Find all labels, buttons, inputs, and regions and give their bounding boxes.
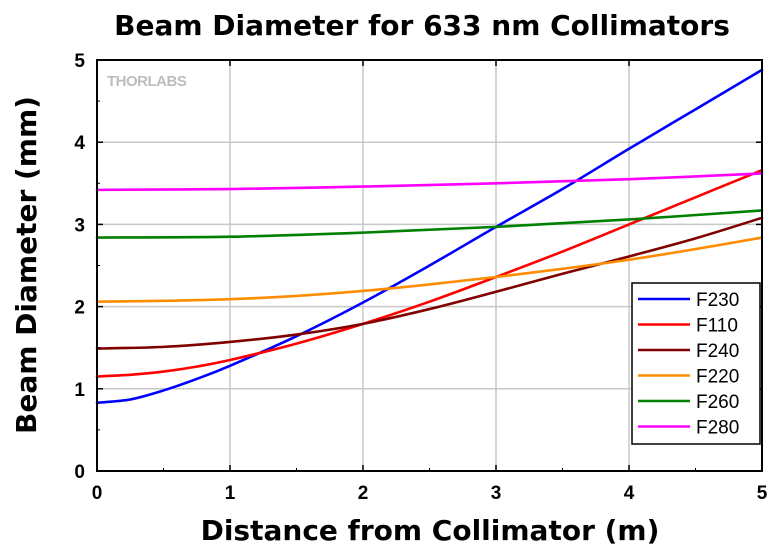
thorlabs-watermark: THORLABS [107, 73, 187, 90]
ticks [96, 59, 763, 472]
y-tick-label: 4 [74, 133, 85, 154]
y-tick-labels: 0 1 2 3 4 5 [74, 51, 85, 483]
y-axis-label: Beam Diameter (mm) [10, 96, 43, 434]
chart-title: Beam Diameter for 633 nm Collimators [114, 9, 730, 42]
series-line-f260 [95, 209, 764, 239]
x-tick-label: 4 [624, 483, 635, 504]
x-axis-label: Distance from Collimator (m) [201, 514, 660, 547]
legend-label: F240 [696, 341, 739, 362]
series-line-f220 [95, 236, 764, 303]
series-line-f240 [95, 216, 764, 350]
series-line-f280 [95, 172, 764, 192]
y-tick-label: 5 [74, 51, 85, 72]
x-tick-label: 0 [92, 483, 103, 504]
series-group [95, 68, 764, 405]
legend-label: F280 [696, 418, 739, 439]
series-line-f230 [95, 68, 764, 405]
legend: F230 F110 F240 F220 F260 F280 [631, 282, 761, 445]
x-tick-label: 3 [491, 483, 502, 504]
x-tick-labels: 0 1 2 3 4 5 [92, 483, 768, 504]
legend-box [631, 282, 761, 445]
x-tick-label: 5 [757, 483, 768, 504]
legend-label: F220 [696, 367, 739, 388]
y-tick-label: 0 [74, 462, 85, 483]
legend-label: F110 [696, 316, 738, 337]
y-tick-label: 3 [74, 215, 85, 236]
legend-label: F260 [696, 392, 739, 413]
y-tick-label: 2 [74, 298, 85, 319]
legend-label: F230 [696, 290, 739, 311]
x-tick-label: 2 [358, 483, 369, 504]
y-tick-label: 1 [74, 380, 85, 401]
x-tick-label: 1 [225, 483, 236, 504]
